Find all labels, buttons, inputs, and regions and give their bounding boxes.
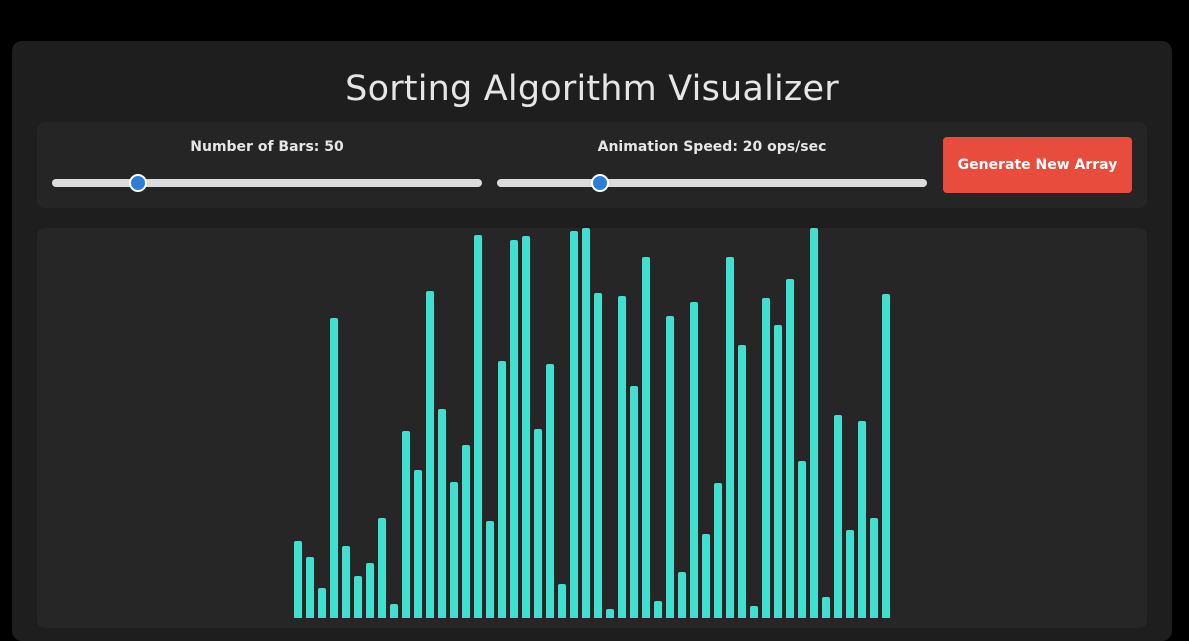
array-bar — [546, 364, 554, 618]
array-bar — [726, 257, 734, 618]
array-bar — [870, 518, 878, 618]
generate-array-button[interactable]: Generate New Array — [943, 137, 1132, 193]
array-bar — [486, 521, 494, 618]
array-bar — [702, 534, 710, 618]
array-bar — [450, 482, 458, 618]
array-bar — [582, 228, 590, 618]
array-bar — [510, 240, 518, 618]
page-title: Sorting Algorithm Visualizer — [345, 69, 839, 109]
array-bar — [846, 530, 854, 618]
array-bar — [294, 541, 302, 618]
array-bar — [642, 257, 650, 618]
bars-count-label: Number of Bars: 50 — [190, 139, 344, 155]
app-container: Sorting Algorithm Visualizer Number of B… — [12, 41, 1172, 641]
bars-count-slider[interactable] — [52, 174, 482, 192]
array-bar — [678, 572, 686, 618]
array-bar — [438, 409, 446, 618]
array-bar — [306, 557, 314, 618]
bars-count-slider-thumb[interactable] — [129, 174, 147, 192]
array-bar — [714, 483, 722, 618]
array-bar — [882, 294, 890, 618]
array-bar — [750, 606, 758, 618]
array-bar — [690, 302, 698, 618]
array-bar — [474, 235, 482, 618]
array-bar — [762, 298, 770, 618]
controls-panel: Number of Bars: 50 Animation Speed: 20 o… — [37, 122, 1147, 208]
array-bar — [798, 461, 806, 618]
array-bar — [414, 470, 422, 618]
array-bar — [618, 296, 626, 618]
array-bar — [666, 316, 674, 618]
array-bar — [522, 236, 530, 618]
array-bar — [606, 609, 614, 618]
array-bar — [774, 325, 782, 618]
array-bar — [834, 415, 842, 618]
array-bar — [462, 445, 470, 618]
array-bar — [426, 291, 434, 618]
array-bar — [378, 518, 386, 618]
array-bar — [534, 429, 542, 618]
array-bar — [738, 345, 746, 618]
speed-slider-thumb[interactable] — [591, 174, 610, 192]
array-bar — [498, 361, 506, 618]
array-bar — [330, 318, 338, 618]
array-bar — [342, 546, 350, 618]
visualizer-area — [37, 228, 1147, 628]
bars-container — [294, 228, 894, 618]
array-bar — [570, 231, 578, 618]
array-bar — [858, 421, 866, 618]
array-bar — [390, 604, 398, 618]
array-bar — [366, 563, 374, 618]
speed-label: Animation Speed: 20 ops/sec — [597, 139, 827, 155]
array-bar — [558, 584, 566, 618]
array-bar — [354, 576, 362, 618]
speed-slider[interactable] — [497, 174, 927, 192]
array-bar — [630, 386, 638, 618]
array-bar — [654, 601, 662, 618]
array-bar — [822, 597, 830, 618]
array-bar — [318, 588, 326, 618]
array-bar — [810, 228, 818, 618]
array-bar — [786, 279, 794, 618]
array-bar — [594, 293, 602, 618]
array-bar — [402, 431, 410, 618]
